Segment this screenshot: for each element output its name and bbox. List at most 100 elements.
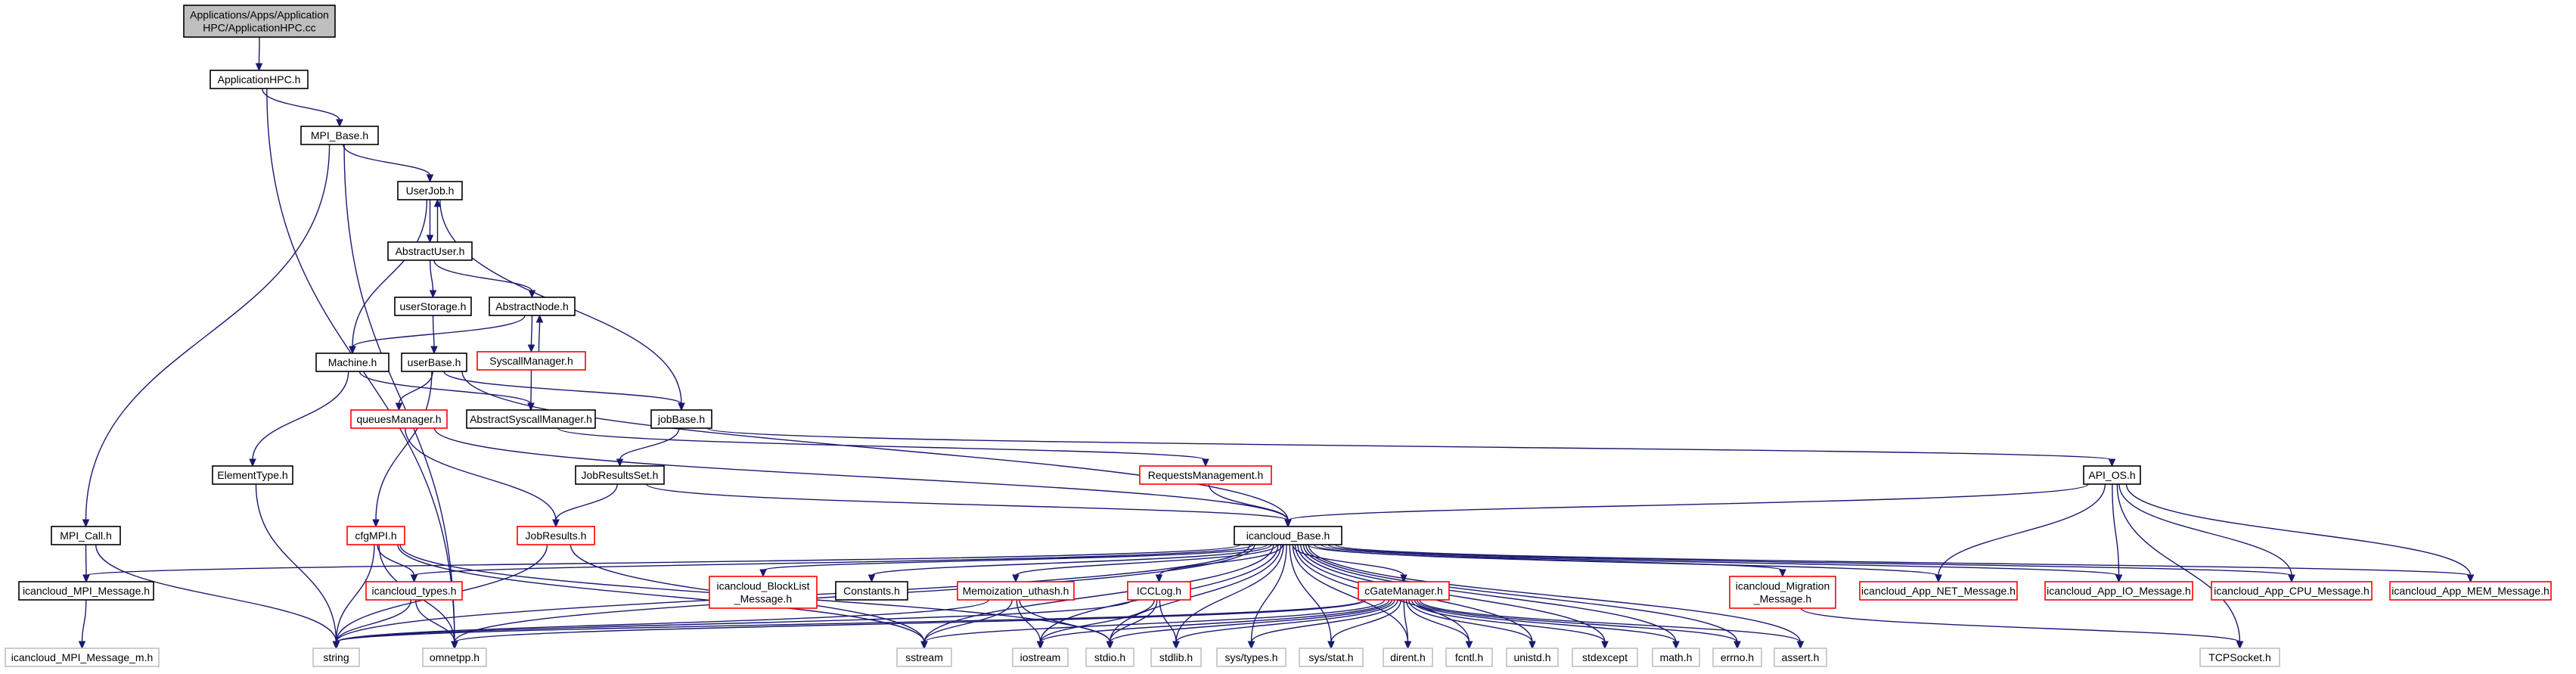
graph-node-icclog[interactable]: ICCLog.h <box>1127 581 1191 601</box>
dependency-edge-icancloud_base-to-blocklist <box>759 544 1268 578</box>
graph-node-omnetpp: omnetpp.h <box>422 648 487 667</box>
graph-node-sstream: sstream <box>896 648 952 667</box>
graph-node-abstractuser[interactable]: AbstractUser.h <box>387 241 473 261</box>
graph-node-api_os[interactable]: API_OS.h <box>2083 465 2141 485</box>
node-label: TCPSocket.h <box>2208 651 2270 663</box>
graph-node-memoization[interactable]: Memoization_uthash.h <box>957 581 1075 601</box>
graph-node-queuesmanager[interactable]: queuesManager.h <box>350 409 448 429</box>
node-label: sys/types.h <box>1224 651 1277 663</box>
node-box <box>387 241 473 261</box>
node-label: ElementType.h <box>217 469 287 481</box>
graph-node-blocklist[interactable]: icancloud_BlockList_Message.h <box>709 576 818 609</box>
node-box <box>1383 648 1433 667</box>
graph-node-cfgmpi[interactable]: cfgMPI.h <box>346 526 405 545</box>
node-box <box>18 581 154 601</box>
graph-node-mpi_message_m: icancloud_MPI_Message_m.h <box>5 648 160 667</box>
graph-node-mpi_message[interactable]: icancloud_MPI_Message.h <box>18 581 154 601</box>
dependency-edge-elementtype-to-string <box>255 483 340 650</box>
node-label: dirent.h <box>1390 651 1426 663</box>
node-label: math.h <box>1660 651 1693 663</box>
node-label: cfgMPI.h <box>355 530 396 542</box>
dependency-edge-icancloud_base-to-memoization <box>1012 544 1278 583</box>
node-label: icancloud_App_MEM_Message.h <box>2391 585 2550 597</box>
node-box <box>209 70 309 89</box>
node-label: icancloud_App_NET_Message.h <box>1861 585 2016 597</box>
dependency-edge-icancloud_base-to-mem_msg <box>1334 544 2475 583</box>
dependency-edge-abstractuser-to-userstorage <box>429 259 437 299</box>
node-label: _Message.h <box>734 593 792 605</box>
graph-node-cpu_msg[interactable]: icancloud_App_CPU_Message.h <box>2211 581 2373 601</box>
graph-node-mpi_base[interactable]: MPI_Base.h <box>300 126 379 145</box>
dependency-edge-jobresultsset-to-icancloud_base <box>646 483 1292 528</box>
dependency-edge-jobbase-to-api_os <box>706 427 2116 467</box>
graph-node-stdlib: stdlib.h <box>1150 648 1202 667</box>
graph-node-jobbase[interactable]: jobBase.h <box>650 409 712 429</box>
node-box <box>466 409 596 429</box>
node-box <box>1234 526 1342 545</box>
dependency-edge-cgatemanager-to-assert <box>1419 599 1805 650</box>
graph-node-machine[interactable]: Machine.h <box>315 353 390 372</box>
node-box <box>1652 648 1700 667</box>
dependency-edge-migration-to-tcpsocket <box>1800 607 2244 650</box>
graph-node-jobresults[interactable]: JobResults.h <box>517 526 595 545</box>
node-label: fcntl.h <box>1455 651 1483 663</box>
graph-node-requestsmgmt[interactable]: RequestsManagement.h <box>1139 465 1272 485</box>
dependency-edge-queuesmanager-to-jobresults <box>405 427 560 528</box>
node-label: Applications/Apps/Application <box>190 9 329 21</box>
graph-node-io_msg[interactable]: icancloud_App_IO_Message.h <box>2044 581 2193 601</box>
graph-node-cgatemanager[interactable]: cGateManager.h <box>1358 581 1450 601</box>
node-label: sstream <box>905 651 943 663</box>
dependency-edge-machine-to-elementtype <box>249 371 349 467</box>
node-label: icancloud_MPI_Message.h <box>23 585 150 597</box>
node-box <box>394 297 472 316</box>
graph-node-constants[interactable]: Constants.h <box>835 581 908 601</box>
node-box <box>350 409 448 429</box>
graph-node-migration[interactable]: icancloud_Migration_Message.h <box>1729 576 1836 609</box>
node-label: ApplicationHPC.h <box>218 73 301 85</box>
graph-node-jobresultsset[interactable]: JobResultsSet.h <box>575 465 665 485</box>
dependency-edge-cgatemanager-to-stdlib <box>1172 599 1395 650</box>
node-box <box>1216 648 1286 667</box>
node-label: sys/stat.h <box>1308 651 1353 663</box>
dependency-edge-abstractnode-to-machine <box>349 315 526 355</box>
node-box <box>2389 581 2552 601</box>
graph-node-syscallmanager[interactable]: SyscallManager.h <box>476 351 586 371</box>
graph-node-fcntl: fcntl.h <box>1445 648 1493 667</box>
node-label: icancloud_Base.h <box>1246 530 1330 542</box>
node-label: Memoization_uthash.h <box>963 585 1069 597</box>
graph-node-abstractnode[interactable]: AbstractNode.h <box>489 297 576 316</box>
node-label: API_OS.h <box>2088 469 2135 481</box>
node-box <box>397 181 463 200</box>
node-box <box>422 648 487 667</box>
dependency-edge-abstractuser-to-userjob <box>433 198 442 242</box>
node-label: stdlib.h <box>1159 651 1193 663</box>
graph-node-icancloud_types[interactable]: icancloud_types.h <box>365 581 463 601</box>
node-label: MPI_Call.h <box>60 530 111 542</box>
dependency-edge-api_os-to-mem_msg <box>2125 483 2475 583</box>
dependency-edge-cgatemanager-to-string <box>332 599 1364 650</box>
node-label: userBase.h <box>408 356 461 368</box>
graph-node-tcpsocket: TCPSocket.h <box>2199 648 2280 667</box>
graph-node-abstractsyscall[interactable]: AbstractSyscallManager.h <box>466 409 596 429</box>
node-box <box>2199 648 2280 667</box>
graph-node-errno: errno.h <box>1712 648 1762 667</box>
graph-node-root[interactable]: Applications/Apps/ApplicationHPC/Applica… <box>183 5 336 38</box>
graph-node-userjob[interactable]: UserJob.h <box>397 181 463 200</box>
graph-node-userstorage[interactable]: userStorage.h <box>394 297 472 316</box>
dependency-edge-cgatemanager-to-systypes <box>1247 599 1398 650</box>
graph-node-userbase[interactable]: userBase.h <box>401 353 467 372</box>
graph-node-iostream: iostream <box>1012 648 1069 667</box>
node-label: _Message.h <box>1753 593 1811 605</box>
dependency-edge-userjob-to-machine <box>349 199 428 355</box>
graph-node-elementtype[interactable]: ElementType.h <box>212 465 293 485</box>
graph-node-net_msg[interactable]: icancloud_App_NET_Message.h <box>1859 581 2018 601</box>
dependency-edge-app_hpc-to-mpi_base <box>262 88 343 128</box>
graph-node-mem_msg[interactable]: icancloud_App_MEM_Message.h <box>2389 581 2552 601</box>
node-label: jobBase.h <box>657 413 705 425</box>
node-box <box>2211 581 2373 601</box>
graph-node-sysstat: sys/stat.h <box>1299 648 1364 667</box>
graph-node-mpi_call[interactable]: MPI_Call.h <box>51 526 121 545</box>
dependency-edge-userbase-to-cfgmpi <box>372 371 433 528</box>
graph-node-app_hpc[interactable]: ApplicationHPC.h <box>209 70 309 89</box>
graph-node-icancloud_base[interactable]: icancloud_Base.h <box>1234 526 1342 545</box>
